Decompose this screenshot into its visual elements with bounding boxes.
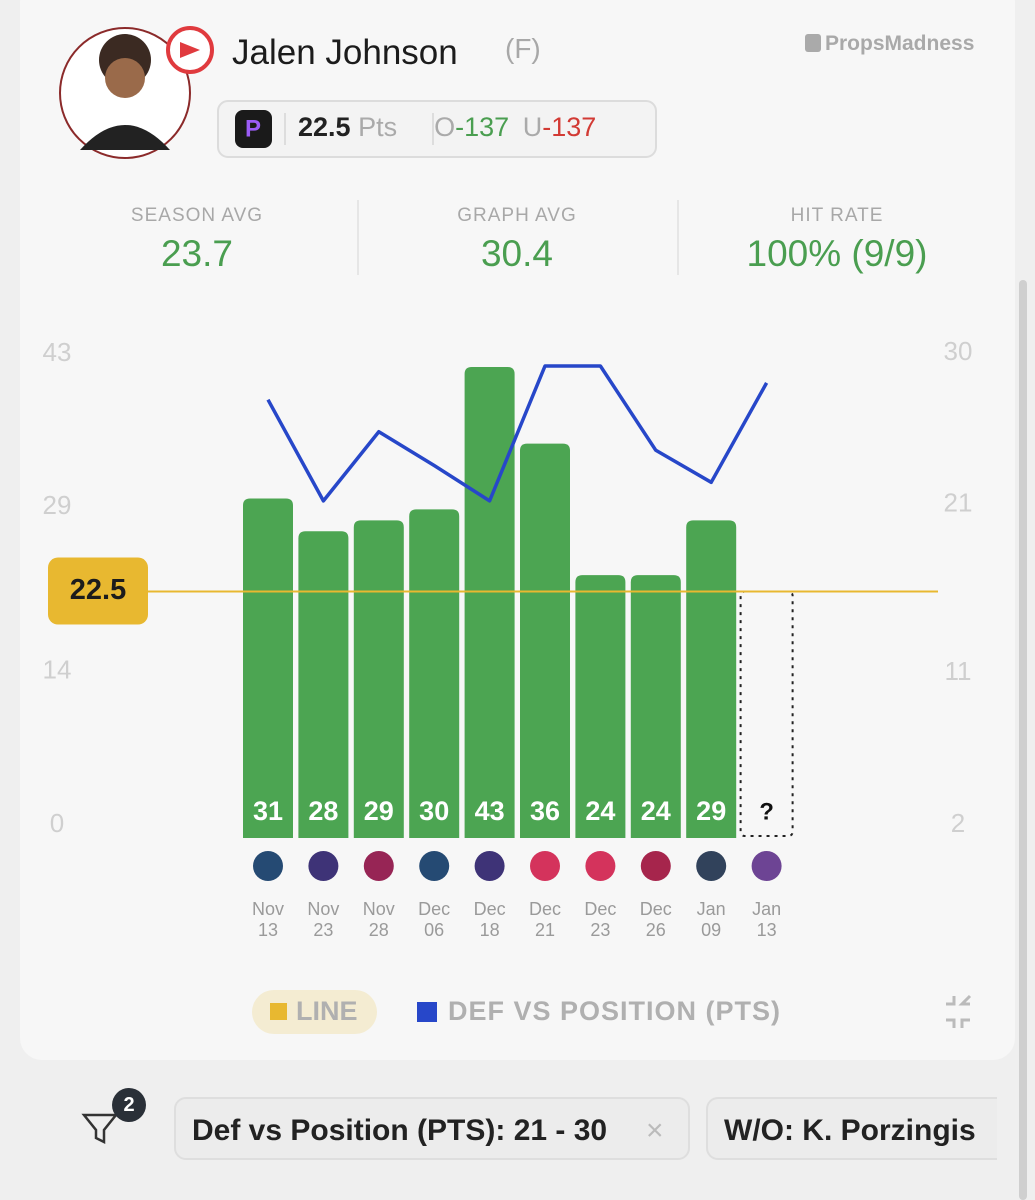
value-label: ? [759, 798, 774, 825]
brand: PropsMadness [805, 32, 974, 56]
collapse-icon[interactable] [946, 994, 972, 1028]
opponent-logo [474, 851, 505, 881]
chip-text: W/O: K. Porzingis [724, 1114, 976, 1147]
stat-label: SEASON AVG [130, 205, 264, 226]
legend-swatch [270, 1003, 287, 1020]
under-label: U [522, 112, 543, 142]
value-label: 31 [253, 796, 283, 826]
x-tick-label: Dec 21 [528, 899, 561, 940]
legend-label: LINE [296, 996, 358, 1026]
pending-slot [739, 590, 794, 837]
book-icon [235, 110, 272, 148]
book-icon-glyph: P [245, 115, 261, 142]
x-tick-label: Nov 28 [362, 899, 395, 940]
value-label: 24 [585, 796, 615, 826]
bar [298, 531, 349, 838]
opponent-logo [751, 851, 782, 881]
player-position: (F) [505, 33, 541, 64]
opponent-logo [696, 851, 727, 881]
over-label: O [434, 112, 456, 142]
bar [464, 367, 515, 838]
line-unit: Pts [358, 112, 398, 142]
opponent-logo [585, 851, 616, 881]
threshold-label: 22.5 [70, 574, 126, 606]
y-tick-label: 43 [43, 337, 72, 367]
x-tick-label: Nov 13 [251, 899, 284, 940]
stat-value: 30.4 [480, 233, 553, 274]
under-odds: -137 [542, 112, 597, 142]
value-label: 24 [641, 796, 671, 826]
over-odds: -137 [455, 112, 510, 142]
filter-chip[interactable]: W/O: K. Porzingis [706, 1097, 997, 1160]
value-label: 29 [364, 796, 394, 826]
value-label: 29 [696, 796, 726, 826]
y2-tick-label: 30 [944, 336, 973, 366]
x-tick-label: Dec 23 [584, 899, 617, 940]
opponent-logo [363, 851, 394, 881]
y2-tick-label: 21 [944, 488, 973, 518]
filter-chip[interactable]: Def vs Position (PTS): 21 - 30 × [174, 1097, 690, 1160]
threshold-tag [48, 557, 148, 625]
opponent-logo [253, 851, 283, 881]
avatar-face [105, 58, 145, 98]
prop-pill [217, 100, 657, 158]
chip-remove[interactable]: × [646, 1114, 664, 1147]
y2-tick-label: 2 [951, 808, 965, 838]
filter-badge [112, 1088, 146, 1122]
x-tick-label: Dec 06 [418, 899, 451, 940]
bar [353, 520, 404, 838]
x-tick-label: Jan 09 [696, 899, 726, 940]
filter-count: 2 [123, 1094, 135, 1116]
opponent-logo [419, 851, 450, 881]
value-label: 28 [308, 796, 338, 826]
series-line [266, 364, 769, 503]
bar [686, 520, 737, 838]
scrollbar[interactable] [1019, 280, 1027, 1200]
x-tick-label: Dec 18 [473, 899, 506, 940]
opponent-logo [308, 851, 339, 881]
bar [243, 498, 293, 838]
y-tick-label: 14 [43, 655, 72, 685]
x-tick-label: Nov 23 [307, 899, 340, 940]
team-logo-mark [180, 42, 200, 58]
value-label: 30 [419, 796, 449, 826]
x-tick-label: Jan 13 [752, 899, 782, 940]
brand-text: PropsMadness [825, 32, 975, 55]
legend-pill[interactable] [252, 990, 377, 1034]
avatar-jersey [80, 125, 170, 150]
stat-label: HIT RATE [790, 205, 884, 226]
player-name: Jalen Johnson [232, 33, 458, 72]
prop-line: 22.5 Pts O-137 U-137 [298, 112, 596, 143]
x-tick-label: Dec 26 [639, 899, 672, 940]
chip-text: Def vs Position (PTS): 21 - 30 [192, 1114, 608, 1147]
y-tick-label: 0 [50, 808, 64, 838]
legend-label: DEF VS POSITION (PTS) [448, 996, 781, 1026]
card [20, 0, 1015, 1060]
y-tick-label: 29 [43, 490, 72, 520]
stat-value: 100% (9/9) [746, 233, 928, 274]
bar [575, 575, 626, 838]
opponent-logo [640, 851, 671, 881]
bar [630, 575, 681, 838]
bar [409, 509, 460, 838]
stat-value: 23.7 [160, 233, 233, 274]
value-label: 36 [530, 796, 560, 826]
stat-label: GRAPH AVG [457, 205, 577, 226]
y2-tick-label: 11 [945, 656, 972, 686]
value-label: 43 [475, 796, 505, 826]
opponent-logo [530, 851, 560, 881]
brand-icon [805, 34, 821, 52]
legend-swatch [417, 1002, 437, 1022]
line-value: 22.5 [298, 112, 351, 142]
bar [520, 443, 570, 838]
